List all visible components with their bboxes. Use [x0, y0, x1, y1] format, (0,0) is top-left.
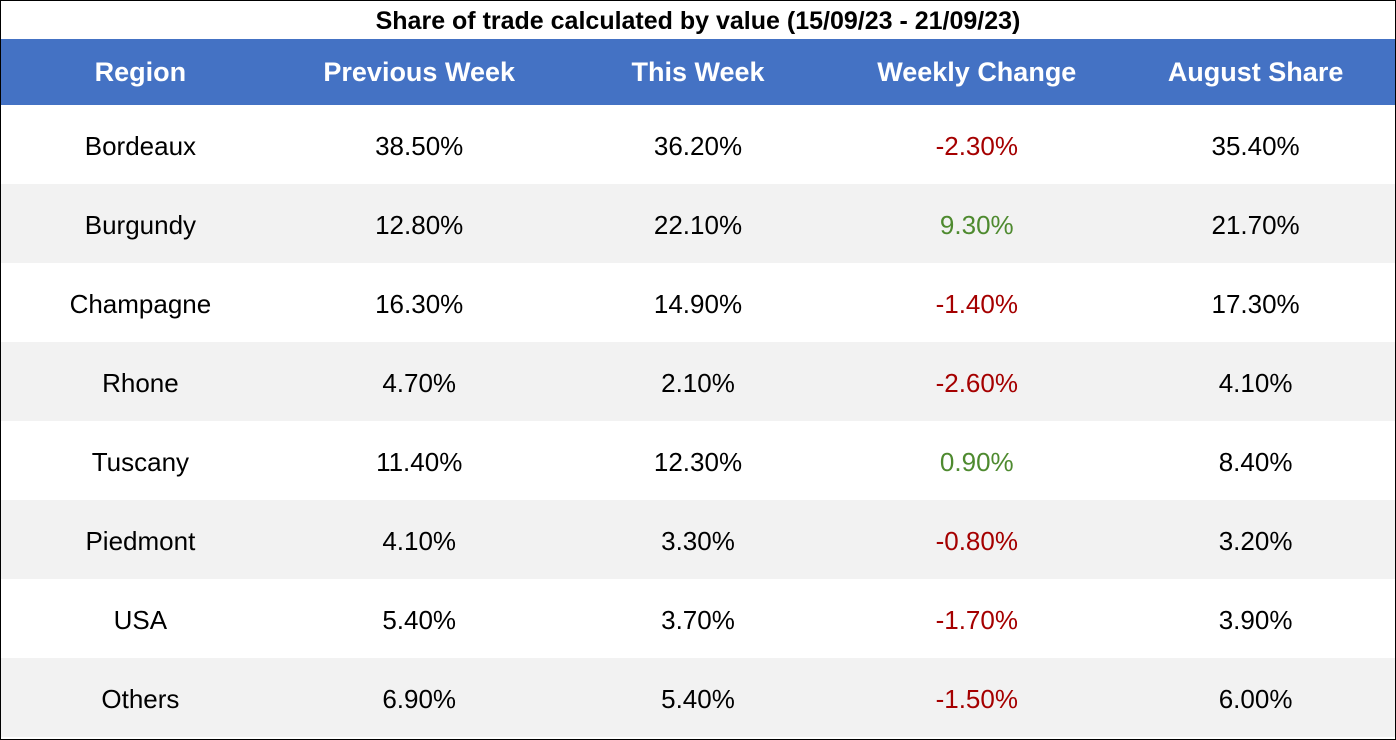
previous-week-cell: 16.30%: [375, 289, 464, 319]
region-cell: Rhone: [102, 368, 179, 398]
this-week-cell: 2.10%: [661, 368, 735, 398]
august-share-cell: 8.40%: [1218, 447, 1293, 477]
region-cell: USA: [113, 605, 168, 635]
weekly-change-cell: -1.70%: [935, 605, 1018, 635]
this-week-cell: 3.30%: [661, 526, 735, 556]
region-cell: Burgundy: [84, 210, 197, 240]
region-cell: Bordeaux: [84, 131, 197, 161]
table-row: USA 5.40% 3.70% -1.70% 3.90%: [1, 579, 1395, 658]
table-row: Others 6.90% 5.40% -1.50% 6.00%: [1, 658, 1395, 737]
this-week-cell: 3.70%: [661, 605, 735, 635]
table-title: Share of trade calculated by value (15/0…: [375, 7, 1021, 35]
weekly-change-cell: -1.40%: [935, 289, 1018, 319]
previous-week-cell: 38.50%: [375, 131, 464, 161]
column-header-weekly-change: Weekly Change: [877, 57, 1077, 87]
august-share-cell: 17.30%: [1211, 289, 1300, 319]
previous-week-cell: 4.70%: [382, 368, 457, 398]
this-week-cell: 14.90%: [653, 289, 743, 319]
weekly-change-cell: 0.90%: [939, 447, 1014, 477]
weekly-change-cell: -0.80%: [935, 526, 1018, 556]
region-cell: Piedmont: [85, 526, 196, 556]
region-cell: Others: [101, 684, 180, 714]
august-share-cell: 6.00%: [1218, 684, 1293, 714]
column-header-region: Region: [94, 57, 187, 87]
table-body: Bordeaux 38.50% 36.20% -2.30% 35.40% Bur…: [1, 105, 1395, 737]
this-week-cell: 36.20%: [653, 131, 743, 161]
table-row: Champagne 16.30% 14.90% -1.40% 17.30%: [1, 263, 1395, 342]
table-row: Burgundy 12.80% 22.10% 9.30% 21.70%: [1, 184, 1395, 263]
column-header-previous-week: Previous Week: [323, 57, 515, 87]
weekly-change-cell: -2.30%: [935, 131, 1018, 161]
previous-week-cell: 5.40%: [382, 605, 457, 635]
august-share-cell: 4.10%: [1218, 368, 1293, 398]
august-share-cell: 3.90%: [1218, 605, 1293, 635]
august-share-cell: 35.40%: [1211, 131, 1300, 161]
previous-week-cell: 11.40%: [376, 447, 463, 477]
august-share-cell: 21.70%: [1211, 210, 1300, 240]
weekly-change-cell: 9.30%: [939, 210, 1014, 240]
this-week-cell: 22.10%: [653, 210, 743, 240]
region-cell: Champagne: [69, 289, 212, 319]
this-week-cell: 5.40%: [661, 684, 735, 714]
table-row: Tuscany 11.40% 12.30% 0.90% 8.40%: [1, 421, 1395, 500]
table-row: Piedmont 4.10% 3.30% -0.80% 3.20%: [1, 500, 1395, 579]
table-row: Bordeaux 38.50% 36.20% -2.30% 35.40%: [1, 105, 1395, 184]
region-cell: Tuscany: [91, 447, 190, 477]
weekly-change-cell: -1.50%: [935, 684, 1018, 714]
previous-week-cell: 12.80%: [375, 210, 464, 240]
column-header-august-share: August Share: [1167, 57, 1344, 87]
weekly-change-cell: -2.60%: [935, 368, 1018, 398]
column-header-this-week: This Week: [631, 57, 765, 87]
august-share-cell: 3.20%: [1218, 526, 1293, 556]
previous-week-cell: 6.90%: [382, 684, 457, 714]
this-week-cell: 12.30%: [653, 447, 743, 477]
table-header: Region Previous Week This Week Weekly Ch…: [1, 39, 1395, 105]
previous-week-cell: 4.10%: [382, 526, 457, 556]
table-row: Rhone 4.70% 2.10% -2.60% 4.10%: [1, 342, 1395, 421]
